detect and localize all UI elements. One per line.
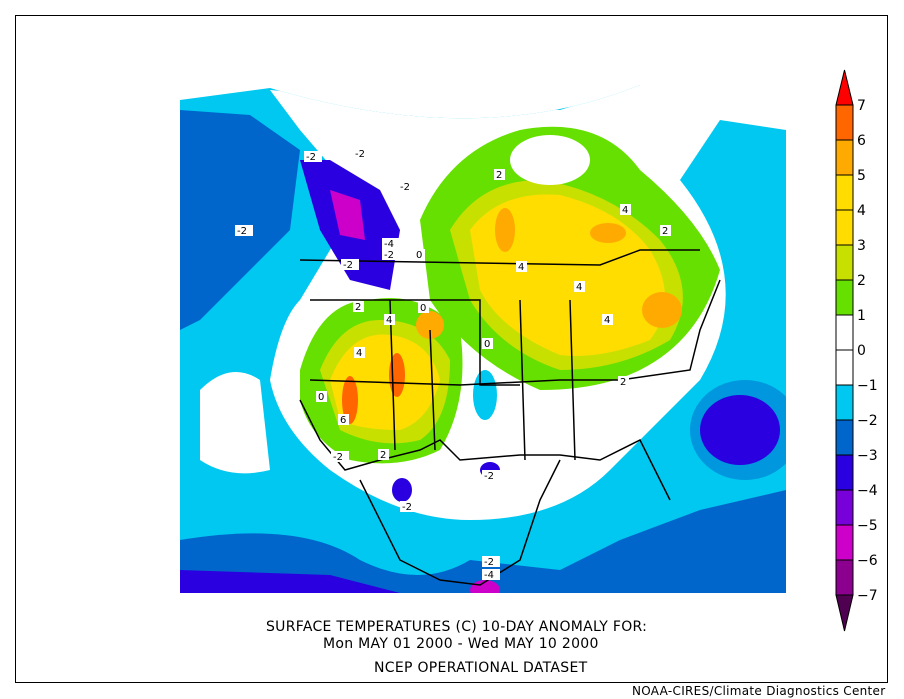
contour-label: 0 — [414, 249, 425, 261]
svg-text:-2: -2 — [400, 182, 410, 193]
svg-text:0: 0 — [416, 250, 422, 261]
svg-text:-4: -4 — [484, 570, 494, 581]
colorbar-label: −3 — [857, 448, 878, 464]
contour-label: 0 — [418, 302, 429, 314]
contour-label: -2 — [482, 470, 500, 482]
svg-text:4: 4 — [356, 348, 362, 359]
colorbar-segment — [835, 314, 854, 351]
contour-label: 4 — [354, 347, 365, 359]
svg-text:4: 4 — [622, 205, 628, 216]
colorbar-segment — [835, 489, 854, 526]
colorbar-segment — [835, 349, 854, 386]
colorbar-segment — [835, 279, 854, 316]
svg-text:-2: -2 — [484, 471, 494, 482]
contour-label: -2 — [235, 225, 253, 237]
contour-label: 2 — [494, 169, 505, 181]
svg-text:-2: -2 — [484, 557, 494, 568]
svg-text:-2: -2 — [384, 250, 394, 261]
colorbar-segment — [835, 559, 854, 596]
colorbar-label: −1 — [857, 378, 878, 394]
colorbar-segment — [835, 524, 854, 561]
contour-label: 0 — [482, 338, 493, 350]
contour-label: -2 — [304, 151, 322, 163]
colorbar-segment — [835, 209, 854, 246]
title-line-1: SURFACE TEMPERATURES (C) 10-DAY ANOMALY … — [266, 619, 648, 635]
contour-label: -2 — [353, 148, 371, 160]
contour-label: -2 — [400, 501, 418, 513]
colorbar-label: −4 — [857, 483, 878, 499]
colorbar-label: −5 — [857, 518, 878, 534]
colorbar-arrow-top — [835, 69, 854, 106]
contour-label: -4 — [482, 569, 500, 581]
contour-label: 4 — [574, 281, 585, 293]
svg-text:2: 2 — [355, 302, 361, 313]
svg-text:0: 0 — [420, 303, 426, 314]
contour-label: -2 — [341, 259, 359, 271]
svg-text:0: 0 — [318, 392, 324, 403]
contour-label: 2 — [618, 376, 629, 388]
contour-label: 4 — [620, 204, 631, 216]
map-fill — [180, 85, 786, 593]
svg-text:-2: -2 — [333, 452, 343, 463]
svg-text:4: 4 — [518, 262, 524, 273]
colorbar-label: 3 — [857, 238, 866, 254]
contour-label: 4 — [516, 261, 527, 273]
title-line-2: Mon MAY 01 2000 - Wed MAY 10 2000 — [323, 636, 599, 652]
contour-label: -2 — [382, 249, 400, 261]
credit: NOAA-CIRES/Climate Diagnostics Center — [632, 684, 886, 698]
colorbar-label: −6 — [857, 553, 878, 569]
colorbar-segment — [835, 419, 854, 456]
contour-label: -2 — [482, 556, 500, 568]
svg-text:-2: -2 — [343, 260, 353, 271]
svg-text:2: 2 — [662, 226, 668, 237]
colorbar-arrow-bottom — [835, 594, 854, 632]
colorbar: 7 6 5 4 3 2 1 0 −1 −2 −3 −4 −5 −6 −7 — [835, 69, 878, 632]
colorbar-label: 7 — [857, 98, 866, 114]
svg-text:-4: -4 — [384, 239, 394, 250]
svg-text:4: 4 — [386, 315, 392, 326]
colorbar-label: −7 — [857, 588, 878, 604]
svg-text:-2: -2 — [237, 226, 247, 237]
contour-label: 6 — [338, 414, 349, 426]
svg-text:-2: -2 — [402, 502, 412, 513]
svg-text:4: 4 — [576, 282, 582, 293]
svg-text:6: 6 — [340, 415, 346, 426]
colorbar-segment — [835, 174, 854, 211]
svg-text:0: 0 — [484, 339, 490, 350]
svg-text:2: 2 — [380, 450, 386, 461]
colorbar-label: 2 — [857, 273, 866, 289]
contour-label: 0 — [316, 391, 327, 403]
colorbar-segment — [835, 384, 854, 421]
colorbar-label: −2 — [857, 413, 878, 429]
colorbar-segment — [835, 454, 854, 491]
contour-label: 2 — [660, 225, 671, 237]
svg-text:4: 4 — [604, 315, 610, 326]
colorbar-label: 4 — [857, 203, 866, 219]
colorbar-label: 1 — [857, 308, 866, 324]
contour-label: -4 — [382, 238, 400, 250]
colorbar-label: 6 — [857, 133, 866, 149]
title-line-3: NCEP OPERATIONAL DATASET — [374, 660, 588, 676]
colorbar-label: 5 — [857, 168, 866, 184]
contour-label: 2 — [353, 301, 364, 313]
plot-frame — [15, 15, 888, 683]
svg-text:2: 2 — [620, 377, 626, 388]
svg-text:-2: -2 — [355, 149, 365, 160]
contour-label: 4 — [384, 314, 395, 326]
colorbar-segment — [835, 139, 854, 176]
colorbar-label: 0 — [857, 343, 866, 359]
svg-text:2: 2 — [496, 170, 502, 181]
colorbar-segment — [835, 244, 854, 281]
contour-label: -2 — [331, 451, 349, 463]
colorbar-segment — [835, 104, 854, 141]
contour-label: -2 — [398, 181, 416, 193]
svg-text:-2: -2 — [306, 152, 316, 163]
contour-label: 2 — [378, 449, 389, 461]
contour-label: 4 — [602, 314, 613, 326]
